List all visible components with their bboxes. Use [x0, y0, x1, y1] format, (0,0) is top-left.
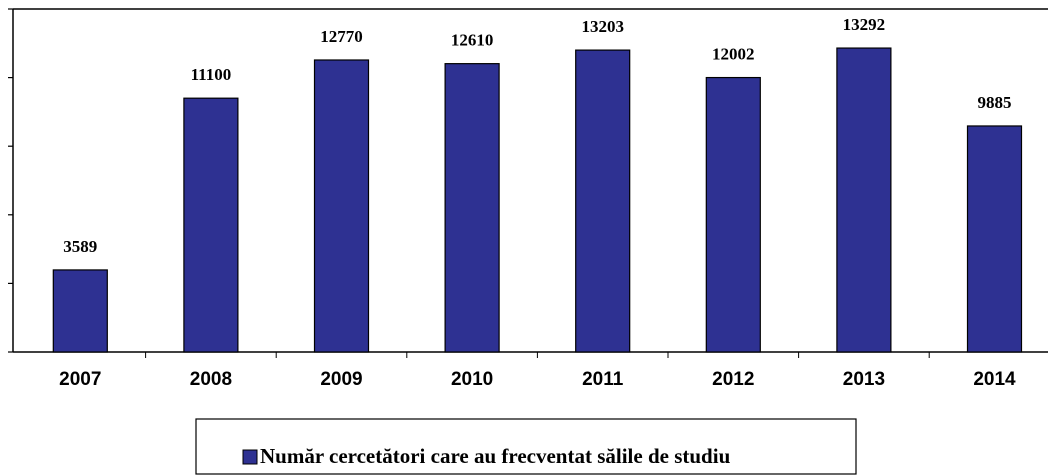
bar: [575, 49, 631, 353]
bar: [966, 125, 1023, 353]
x-tick-label: 2014: [973, 369, 1016, 390]
x-tick-label: 2012: [712, 369, 754, 390]
data-label: 12610: [451, 31, 494, 50]
data-label: 11100: [191, 65, 232, 84]
legend-label: Număr cercetători care au frecventat săl…: [260, 444, 731, 468]
x-tick-label: 2011: [582, 369, 624, 390]
data-label: 13292: [843, 15, 886, 34]
data-label: 3589: [63, 237, 97, 256]
bar: [313, 59, 370, 353]
bar: [52, 269, 108, 353]
data-label: 12002: [712, 44, 755, 63]
data-label: 9885: [978, 93, 1012, 112]
x-tick-label: 2013: [843, 369, 885, 390]
bar: [183, 97, 239, 353]
legend-swatch: [242, 449, 258, 465]
data-label: 13203: [581, 17, 624, 36]
x-tick-label: 2009: [320, 369, 362, 390]
x-tick-label: 2007: [59, 369, 101, 390]
bar: [444, 63, 500, 353]
x-tick-label: 2010: [451, 369, 493, 390]
bar: [836, 47, 892, 353]
bar: [705, 76, 761, 353]
x-tick-label: 2008: [190, 369, 232, 390]
data-label: 12770: [320, 27, 363, 46]
legend: [195, 418, 857, 475]
